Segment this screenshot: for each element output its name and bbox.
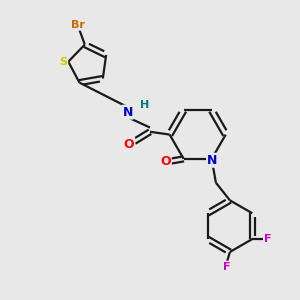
Text: H: H: [140, 100, 150, 110]
Text: N: N: [122, 106, 133, 118]
Text: N: N: [207, 154, 217, 167]
Text: F: F: [224, 262, 231, 272]
Text: S: S: [59, 57, 67, 67]
Text: O: O: [160, 155, 171, 168]
Text: F: F: [264, 234, 272, 244]
Text: Br: Br: [71, 20, 85, 30]
Text: O: O: [124, 138, 134, 151]
